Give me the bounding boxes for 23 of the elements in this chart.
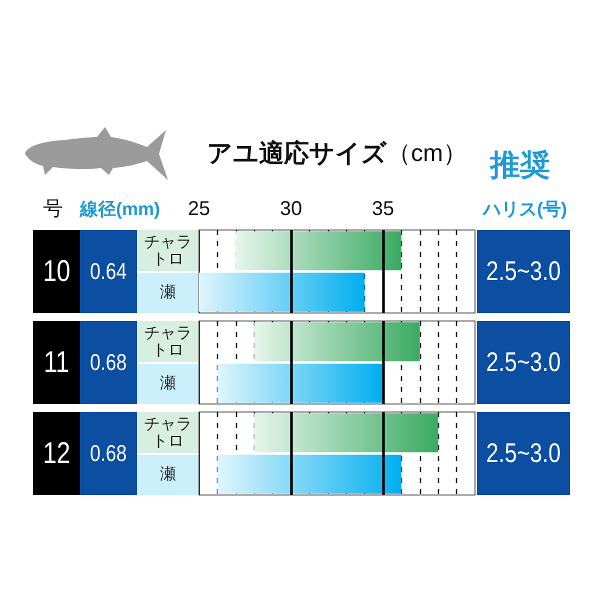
y-tick-label: 瀬 (160, 464, 176, 483)
y-tick-label: チャラトロ (144, 416, 192, 450)
text: 号 (43, 198, 63, 220)
text: 線径(mm) (80, 199, 160, 219)
y-tick-label: チャラトロ (144, 324, 192, 359)
text: 0.68 (90, 349, 127, 375)
x-axis-title: アユ適応サイズ（cm） (207, 140, 467, 168)
y-tick-label: チャラトロ (144, 234, 192, 268)
text: 2.5~3.0 (486, 347, 561, 377)
y-tick-label: 瀬 (160, 282, 176, 301)
text: 10 (42, 254, 70, 288)
text: 推奨 (490, 149, 550, 182)
text: 2.5~3.0 (486, 256, 561, 286)
text: ハリス(号) (483, 199, 567, 219)
x-tick-label: 25 (188, 198, 210, 220)
y-tick-label: 瀬 (160, 374, 176, 392)
text: 12 (42, 436, 70, 470)
text: 0.68 (90, 440, 127, 466)
text: 2.5~3.0 (486, 438, 561, 468)
text: 0.64 (90, 258, 127, 284)
x-tick-label: 30 (280, 198, 302, 220)
x-tick-label: 35 (372, 198, 394, 220)
text: 11 (44, 346, 70, 378)
